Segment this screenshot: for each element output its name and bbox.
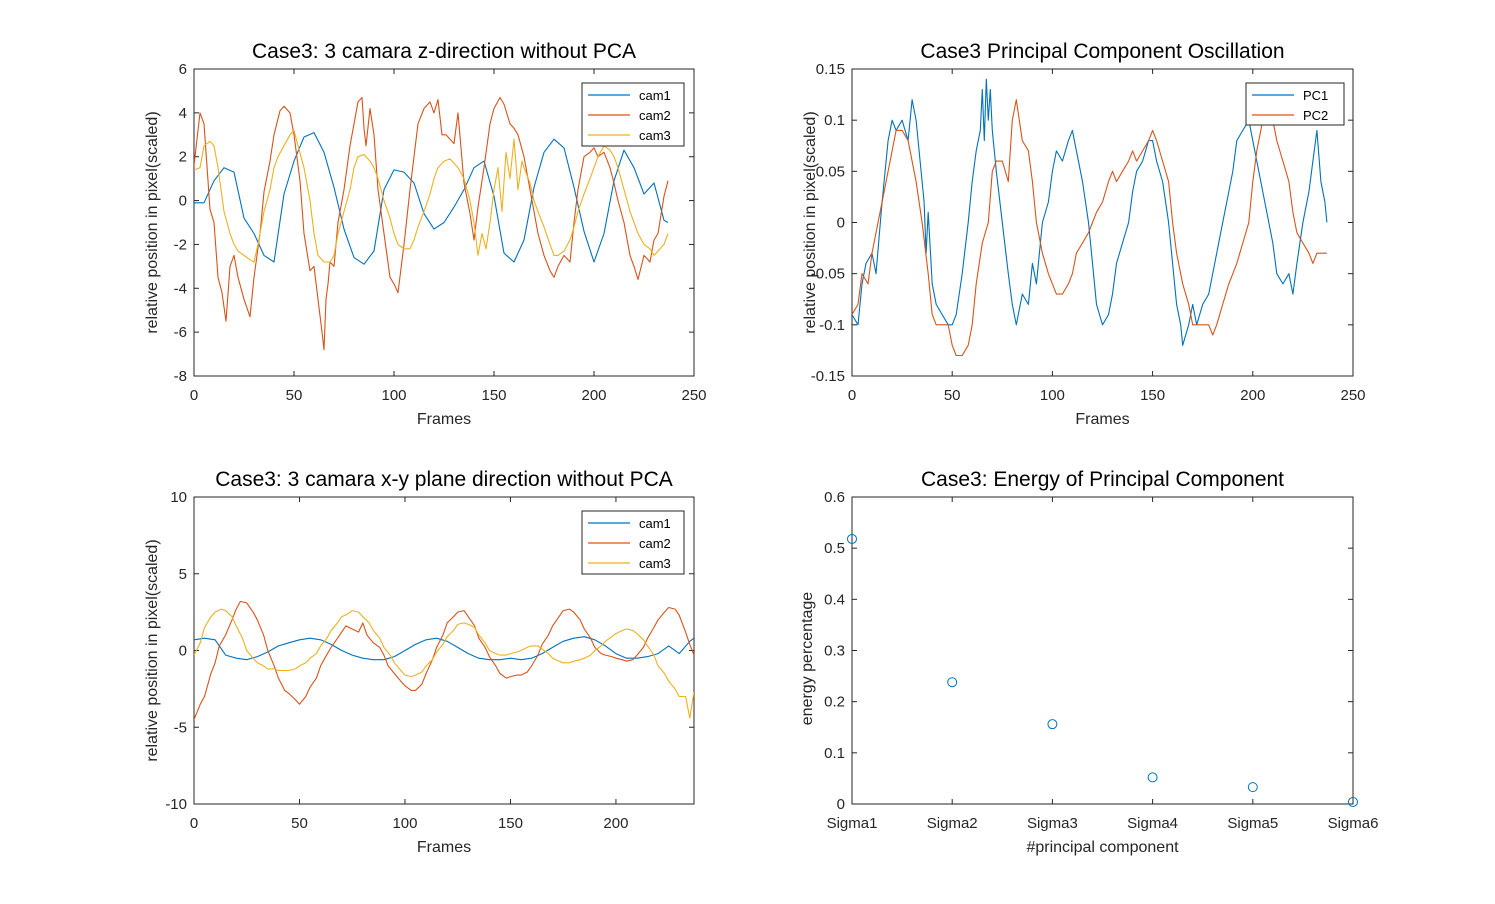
chart-4: 0 0.1 0.2 0.3 0.4 0.5 0.6 Sigma1 Sigma2 Sigma3 Sig… — [799, 468, 1378, 856]
y-tick-label: 0.2 — [824, 694, 845, 711]
y-tick-label: 0.6 — [824, 489, 845, 506]
y-tick-label: 0.05 — [816, 163, 845, 180]
x-tick-label: Sigma2 — [927, 815, 978, 832]
x-axis-label: Frames — [1075, 411, 1129, 428]
x-tick-label: 50 — [944, 387, 961, 404]
legend-entry: PC1 — [1303, 88, 1328, 103]
x-tick-label: 50 — [291, 815, 308, 832]
chart-title: Case3: Energy of Principal Component — [921, 468, 1284, 491]
x-tick-label: 200 — [581, 387, 606, 404]
x-tick-label: 0 — [190, 387, 198, 404]
y-tick-label: -4 — [174, 280, 187, 297]
series-line-cam2 — [194, 96, 669, 351]
x-tick-label: Sigma4 — [1127, 815, 1178, 832]
chart-title: Case3: 3 camara x-y plane direction with… — [215, 468, 673, 491]
legend: cam1 cam2 cam3 — [581, 510, 685, 575]
data-point — [1348, 796, 1358, 807]
x-tick-label: 200 — [1240, 387, 1265, 404]
x-axis-label: Frames — [417, 839, 471, 856]
x-tick-label: 150 — [1140, 387, 1165, 404]
legend-entry: cam2 — [639, 108, 671, 123]
x-axis-label: Frames — [417, 411, 471, 428]
x-axis-label: #principal component — [1026, 839, 1179, 856]
legend-entry: cam3 — [639, 556, 671, 571]
chart-2: -0.15 -0.1 -0.05 0 0.05 0.1 0.15 0 50 100 150 200 25… — [802, 40, 1366, 428]
y-tick-label: 0 — [837, 215, 845, 232]
y-tick-label: 6 — [179, 61, 187, 78]
y-tick-label: 0.1 — [824, 745, 845, 762]
legend-entry: cam3 — [639, 128, 671, 143]
y-tick-label: 5 — [179, 566, 187, 583]
y-tick-label: 0.15 — [816, 61, 845, 78]
y-tick-label: 0.5 — [824, 540, 845, 557]
x-tick-label: 0 — [848, 387, 856, 404]
x-tick-label: 200 — [603, 815, 628, 832]
data-point — [1147, 772, 1158, 783]
y-tick-label: 0 — [837, 796, 845, 813]
y-tick-label: -5 — [174, 719, 187, 736]
x-tick-label: Sigma3 — [1027, 815, 1078, 832]
data-point — [847, 533, 857, 544]
plot-area — [851, 496, 1354, 805]
y-tick-label: 0.1 — [824, 112, 845, 129]
y-tick-label: -10 — [165, 796, 187, 813]
x-tick-label: 150 — [498, 815, 523, 832]
y-tick-label: -2 — [174, 236, 187, 253]
x-tick-label: 250 — [681, 387, 706, 404]
y-axis-label: relative position in pixel(scaled) — [144, 111, 161, 333]
x-tick-label: 250 — [1340, 387, 1365, 404]
y-tick-label: 0 — [179, 643, 187, 660]
y-tick-label: -6 — [174, 324, 187, 341]
data-point — [947, 677, 958, 688]
legend-box — [1245, 82, 1345, 126]
y-tick-label: 4 — [179, 105, 187, 122]
x-tick-label: Sigma5 — [1227, 815, 1278, 832]
x-tick-label: 0 — [190, 815, 198, 832]
y-tick-label: -8 — [174, 368, 187, 385]
chart-1: -8 -6 -4 -2 0 2 4 6 0 50 100 150 200 250 Case3: 3 cama… — [144, 40, 707, 428]
series-line-cam2 — [194, 600, 694, 720]
y-axis-label: relative position in pixel(scaled) — [802, 111, 819, 333]
chart-title: Case3 Principal Component Oscillation — [920, 40, 1284, 63]
y-axis-label: relative position in pixel(scaled) — [144, 539, 161, 761]
series-line-cam1 — [194, 636, 694, 661]
legend-entry: cam2 — [639, 536, 671, 551]
legend: cam1 cam2 cam3 — [581, 82, 685, 147]
y-tick-label: 10 — [170, 489, 187, 506]
x-tick-label: 50 — [286, 387, 303, 404]
chart-title: Case3: 3 camara z-direction without PCA — [252, 40, 636, 63]
y-tick-label: -0.15 — [811, 368, 845, 385]
x-tick-label: 100 — [392, 815, 417, 832]
y-tick-label: 0 — [179, 193, 187, 210]
series-line-cam3 — [194, 129, 669, 263]
x-tick-label: 150 — [481, 387, 506, 404]
series-line-cam1 — [194, 132, 669, 265]
x-tick-label: 100 — [1040, 387, 1065, 404]
y-tick-label: 2 — [179, 149, 187, 166]
data-point — [1047, 719, 1058, 730]
x-tick-label: Sigma1 — [827, 815, 878, 832]
legend-entry: cam1 — [639, 516, 671, 531]
x-tick-label: 100 — [381, 387, 406, 404]
y-tick-label: -0.1 — [819, 317, 845, 334]
y-tick-label: 0.3 — [824, 643, 845, 660]
y-tick-label: 0.4 — [824, 591, 845, 608]
series-line-PC2 — [852, 99, 1327, 357]
data-point — [1247, 782, 1258, 793]
legend-entry: PC2 — [1303, 108, 1328, 123]
y-tick-label: -0.05 — [811, 266, 845, 283]
series-line-cam3 — [194, 608, 694, 719]
x-tick-label: Sigma6 — [1328, 815, 1379, 832]
y-axis-label: energy percentage — [799, 592, 816, 726]
legend-entry: cam1 — [639, 88, 671, 103]
